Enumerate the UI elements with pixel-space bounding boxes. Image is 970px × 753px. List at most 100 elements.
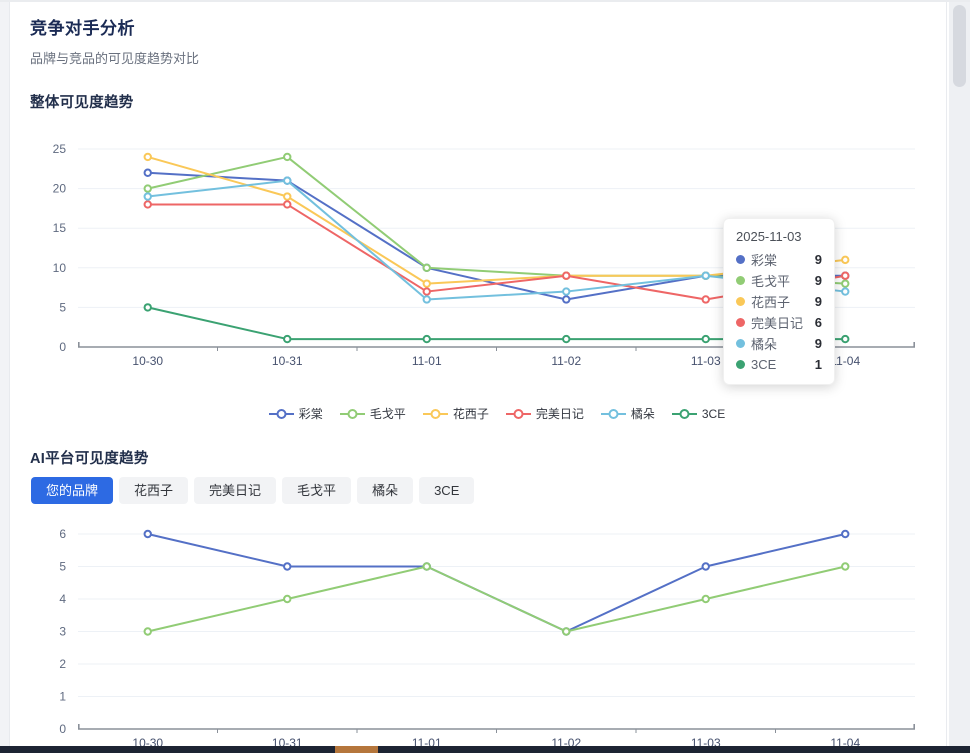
data-point-marker	[283, 152, 292, 162]
page-subtitle: 品牌与竞品的可见度趋势对比	[30, 51, 200, 66]
legend-label: 橘朵	[630, 407, 655, 421]
x-axis	[78, 724, 916, 733]
tooltip-series-value: 9	[814, 252, 822, 267]
tooltip-row: 橘朵 9	[736, 333, 822, 354]
data-point-marker	[841, 271, 850, 280]
legend-item[interactable]: 彩棠	[268, 405, 323, 422]
svg-text:11-02: 11-02	[551, 354, 581, 368]
legend-label: 花西子	[452, 407, 489, 421]
brand-tab-橘朵[interactable]: 橘朵	[357, 477, 414, 504]
svg-text:10-30: 10-30	[132, 354, 163, 368]
legend-label: 毛戈平	[369, 407, 406, 421]
brand-tab-3CE[interactable]: 3CE	[419, 477, 475, 504]
data-point-marker	[422, 279, 431, 288]
legend-marker-icon	[600, 408, 626, 419]
tooltip-row: 毛戈平 9	[736, 270, 822, 291]
legend-marker-icon	[671, 408, 697, 419]
data-point-marker	[841, 562, 850, 571]
series-color-dot	[736, 339, 745, 348]
data-point-marker	[701, 594, 710, 604]
y-axis-labels: 0 5 10 15 20 25	[53, 142, 67, 354]
legend-label: 彩棠	[298, 407, 323, 421]
svg-text:2: 2	[59, 657, 66, 671]
series-color-dot	[736, 360, 745, 369]
page-left-gutter	[0, 2, 10, 753]
brand-tab-完美日记[interactable]: 完美日记	[194, 477, 277, 504]
data-point-marker	[283, 176, 292, 185]
svg-text:6: 6	[59, 527, 66, 541]
data-point-marker	[143, 303, 152, 312]
tooltip-series-value: 9	[814, 273, 822, 288]
legend-marker-icon	[505, 408, 531, 419]
x-axis-labels: 10-30 10-31 11-01 11-02 11-03 11-04	[132, 354, 860, 368]
data-point-marker	[841, 334, 850, 344]
data-point-marker	[143, 168, 152, 177]
svg-text:11-03: 11-03	[691, 354, 721, 368]
series-color-dot	[736, 297, 745, 306]
page-title: 竞争对手分析	[30, 19, 135, 38]
data-point-marker	[841, 279, 850, 288]
platform-trend-heading: AI平台可见度趋势	[30, 451, 149, 467]
svg-text:4: 4	[59, 592, 66, 606]
data-point-marker	[562, 271, 571, 280]
scrollbar-track[interactable]	[949, 2, 970, 753]
legend-label: 3CE	[701, 406, 726, 421]
tooltip-series-name: 橘朵	[751, 337, 778, 352]
svg-text:10: 10	[53, 261, 67, 275]
tooltip-series-value: 6	[814, 315, 822, 330]
legend-item[interactable]: 橘朵	[600, 405, 655, 422]
data-point-marker	[143, 192, 152, 201]
svg-text:1: 1	[59, 690, 66, 704]
tooltip-series-name: 3CE	[751, 357, 777, 372]
tooltip-series-name: 彩棠	[751, 253, 778, 268]
brand-tab-花西子[interactable]: 花西子	[119, 477, 189, 504]
svg-text:25: 25	[53, 142, 67, 156]
legend-marker-icon	[268, 408, 294, 419]
y-axis-labels: 0 1 2 3 4 5 6	[59, 527, 66, 736]
data-point-marker	[143, 152, 152, 162]
card-right-border	[946, 2, 947, 753]
tooltip-row: 3CE 1	[736, 354, 822, 375]
legend-item[interactable]: 完美日记	[505, 405, 584, 422]
svg-text:3: 3	[59, 625, 66, 639]
legend-item[interactable]: 毛戈平	[339, 405, 406, 422]
legend-marker-icon	[422, 408, 448, 419]
tooltip-row: 完美日记 6	[736, 312, 822, 333]
data-point-marker	[701, 334, 710, 344]
chart-tooltip: 2025-11-03 彩棠 9 毛戈平 9 花西子 9 完美日记 6 橘朵 9 3CE 1	[723, 218, 835, 385]
data-point-marker	[283, 594, 292, 604]
series-color-dot	[736, 276, 745, 285]
data-point-marker	[841, 287, 850, 296]
svg-text:15: 15	[53, 221, 67, 235]
svg-text:0: 0	[59, 340, 66, 354]
data-point-marker	[422, 287, 431, 296]
legend-marker-icon	[339, 408, 365, 419]
data-point-marker	[422, 562, 431, 571]
legend-item[interactable]: 花西子	[422, 405, 489, 422]
series-line-group	[143, 529, 850, 636]
data-point-marker	[562, 295, 571, 304]
legend-item[interactable]: 3CE	[671, 406, 726, 421]
data-point-marker	[143, 627, 152, 636]
data-point-marker	[143, 200, 152, 209]
brand-tab-your-brand[interactable]: 您的品牌	[31, 477, 114, 504]
svg-text:10-31: 10-31	[272, 354, 303, 368]
svg-text:5: 5	[59, 300, 66, 314]
tooltip-series-value: 1	[814, 357, 822, 372]
data-point-marker	[422, 295, 431, 304]
legend-label: 完美日记	[535, 407, 584, 421]
scrollbar-thumb[interactable]	[953, 5, 966, 87]
data-point-marker	[422, 334, 431, 344]
data-point-marker	[143, 184, 152, 193]
grid-lines	[78, 533, 915, 697]
svg-text:5: 5	[59, 560, 66, 574]
data-point-marker	[841, 529, 850, 539]
series-line-group	[143, 562, 850, 636]
data-point-marker	[283, 200, 292, 209]
tooltip-series-name: 完美日记	[751, 316, 804, 331]
data-point-marker	[841, 255, 850, 265]
brand-tab-毛戈平[interactable]: 毛戈平	[282, 477, 352, 504]
